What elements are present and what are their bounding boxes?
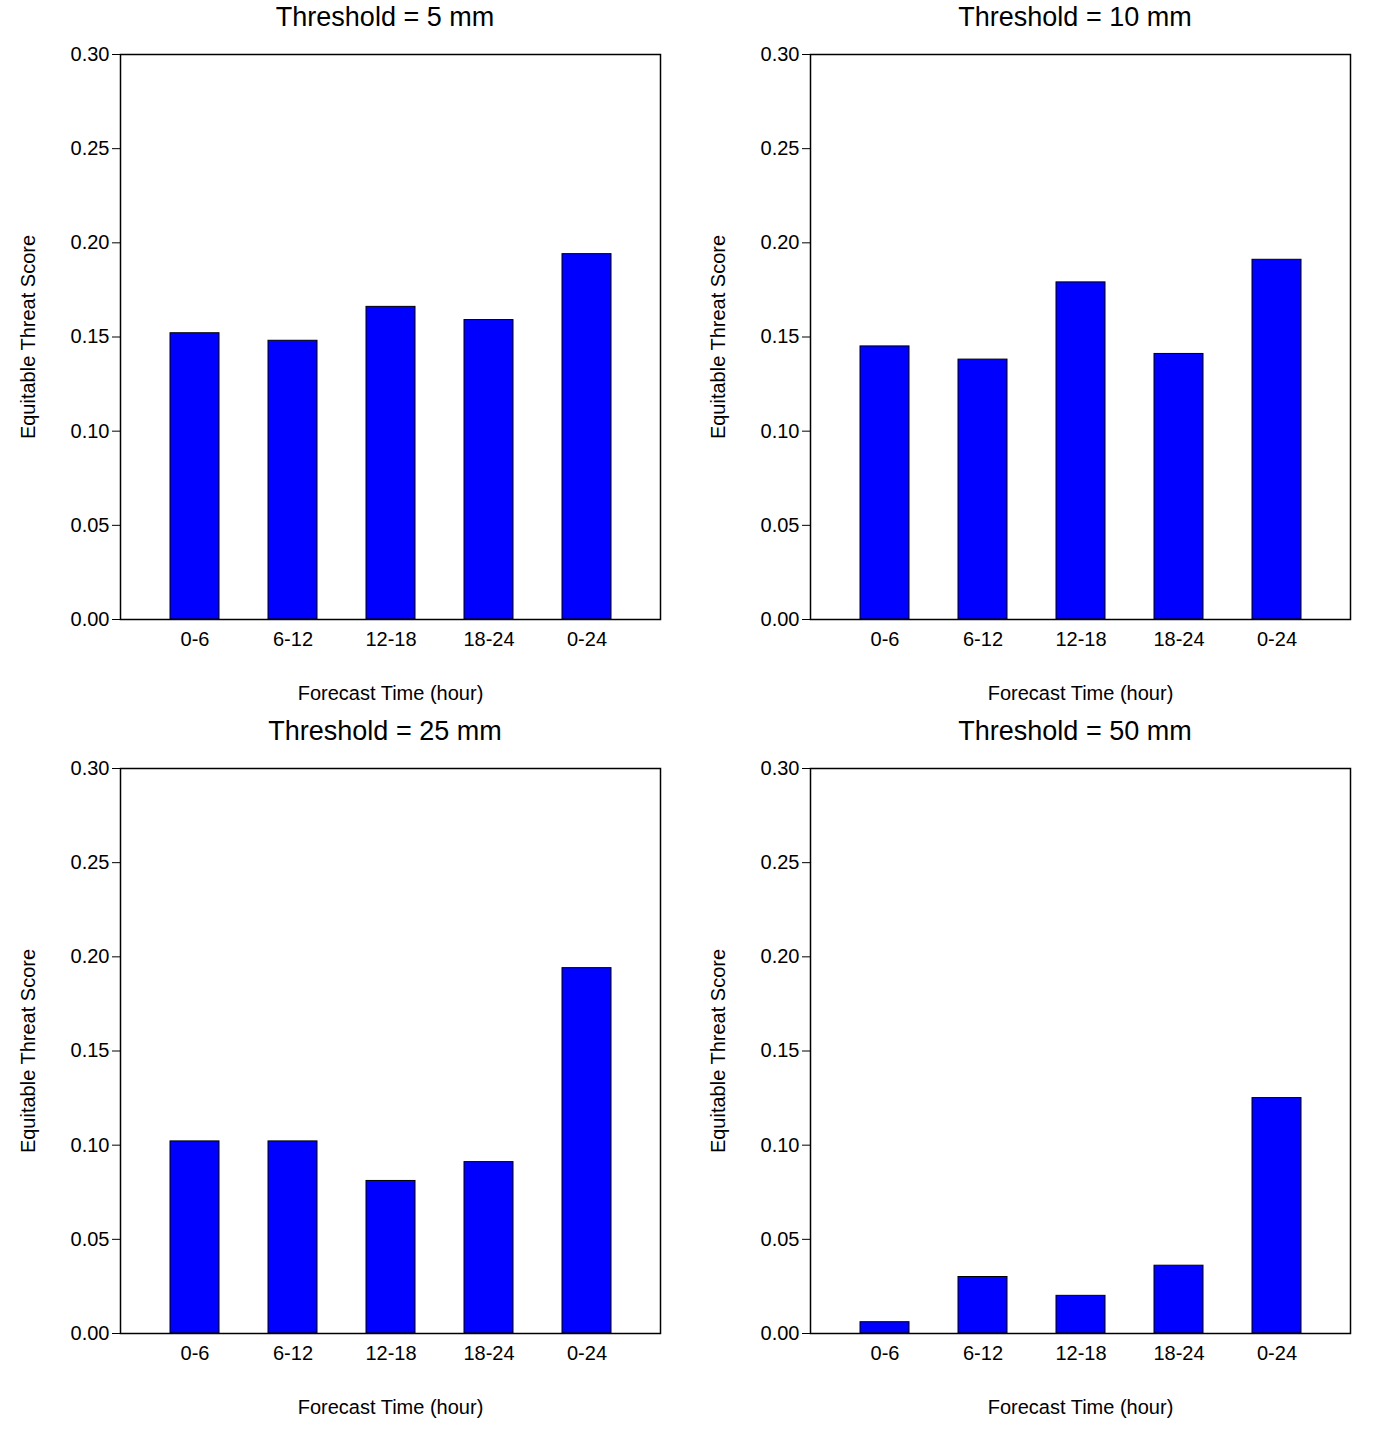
svg-text:0.30: 0.30: [71, 757, 110, 779]
svg-text:0.00: 0.00: [71, 1322, 110, 1344]
html-text:Threshold = 10 mm: Threshold = 10 mm: [958, 2, 1192, 32]
svg-text:0.05: 0.05: [761, 514, 800, 536]
svg-text:0-6: 0-6: [871, 628, 900, 650]
svg-text:Forecast Time (hour): Forecast Time (hour): [988, 682, 1174, 704]
svg-text:0.20: 0.20: [761, 231, 800, 253]
html-text:Threshold = 25 mm: Threshold = 25 mm: [268, 716, 502, 746]
svg-text:0-24: 0-24: [1257, 628, 1297, 650]
svg-text:0-24: 0-24: [567, 1342, 607, 1364]
svg-text:0.15: 0.15: [761, 325, 800, 347]
svg-text:Equitable Threat Score: Equitable Threat Score: [707, 235, 729, 439]
svg-text:18-24: 18-24: [463, 628, 514, 650]
svg-text:12-18: 12-18: [365, 628, 416, 650]
svg-text:0.25: 0.25: [761, 137, 800, 159]
svg-text:12-18: 12-18: [1055, 1342, 1106, 1364]
svg-text:0.10: 0.10: [71, 1134, 110, 1156]
html-text:Threshold = 50 mm: Threshold = 50 mm: [958, 716, 1192, 746]
svg-text:0.25: 0.25: [761, 851, 800, 873]
svg-text:Equitable Threat Score: Equitable Threat Score: [17, 235, 39, 439]
svg-text:0.20: 0.20: [761, 945, 800, 967]
svg-text:0.25: 0.25: [71, 851, 110, 873]
svg-text:18-24: 18-24: [1153, 628, 1204, 650]
html-text:Threshold = 5 mm: Threshold = 5 mm: [275, 2, 495, 32]
svg-text:0-6: 0-6: [871, 1342, 900, 1364]
svg-text:18-24: 18-24: [463, 1342, 514, 1364]
svg-text:0.00: 0.00: [761, 1322, 800, 1344]
svg-text:Equitable Threat Score: Equitable Threat Score: [17, 949, 39, 1153]
svg-text:0.10: 0.10: [761, 1134, 800, 1156]
svg-text:6-12: 6-12: [273, 628, 313, 650]
svg-text:0-6: 0-6: [181, 1342, 210, 1364]
svg-text:0.00: 0.00: [761, 608, 800, 630]
svg-text:0.20: 0.20: [71, 945, 110, 967]
svg-text:12-18: 12-18: [1055, 628, 1106, 650]
svg-text:0.10: 0.10: [761, 420, 800, 442]
svg-text:0.20: 0.20: [71, 231, 110, 253]
svg-text:Forecast Time (hour): Forecast Time (hour): [988, 1396, 1174, 1418]
svg-text:6-12: 6-12: [963, 628, 1003, 650]
svg-text:0-24: 0-24: [567, 628, 607, 650]
svg-text:0.05: 0.05: [71, 514, 110, 536]
svg-text:0.30: 0.30: [71, 43, 110, 65]
svg-text:0-6: 0-6: [181, 628, 210, 650]
svg-text:0.05: 0.05: [71, 1228, 110, 1250]
svg-text:6-12: 6-12: [273, 1342, 313, 1364]
svg-text:0.10: 0.10: [71, 420, 110, 442]
svg-text:Equitable Threat Score: Equitable Threat Score: [707, 949, 729, 1153]
svg-text:0.00: 0.00: [71, 608, 110, 630]
svg-text:18-24: 18-24: [1153, 1342, 1204, 1364]
svg-text:6-12: 6-12: [963, 1342, 1003, 1364]
svg-text:Forecast Time (hour): Forecast Time (hour): [298, 682, 484, 704]
svg-text:0.05: 0.05: [761, 1228, 800, 1250]
svg-text:0.15: 0.15: [71, 325, 110, 347]
svg-text:0.15: 0.15: [71, 1039, 110, 1061]
svg-text:0.25: 0.25: [71, 137, 110, 159]
svg-text:0.15: 0.15: [761, 1039, 800, 1061]
svg-text:0.30: 0.30: [761, 757, 800, 779]
svg-text:0-24: 0-24: [1257, 1342, 1297, 1364]
svg-text:12-18: 12-18: [365, 1342, 416, 1364]
svg-text:0.30: 0.30: [761, 43, 800, 65]
svg-text:Forecast Time (hour): Forecast Time (hour): [298, 1396, 484, 1418]
